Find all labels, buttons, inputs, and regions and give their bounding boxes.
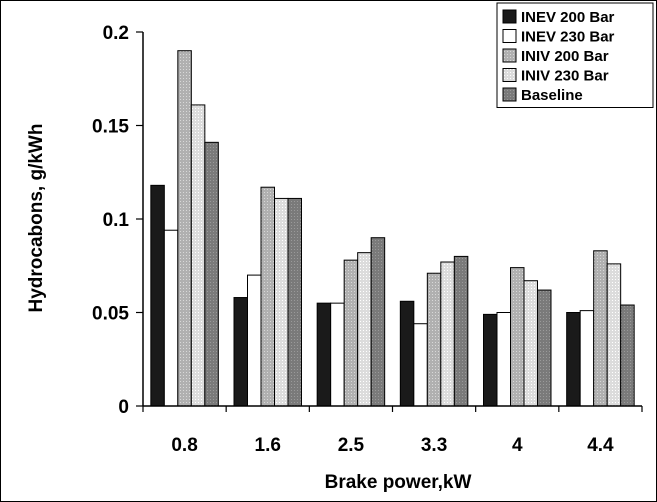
x-tick-label: 1.6 xyxy=(255,435,281,456)
legend-entry: INEV 230 Bar xyxy=(521,29,615,46)
bar-inev-200-bar-4 xyxy=(483,313,498,407)
legend-swatch xyxy=(502,9,517,24)
x-tick-label: 2.5 xyxy=(338,435,365,456)
legend-swatch xyxy=(502,29,517,43)
bar-inev-200-bar-0.8 xyxy=(150,184,165,407)
legend-entry: INEV 200 Bar xyxy=(521,9,615,26)
bar-inev-230-bar-3.3 xyxy=(413,323,428,407)
legend-swatch xyxy=(502,68,517,82)
bar-iniv-200-bar-4 xyxy=(510,267,525,407)
bar-iniv-230-bar-1.6 xyxy=(274,197,289,407)
bar-iniv-230-bar-2.5 xyxy=(357,252,372,407)
bar-baseline-1.6 xyxy=(287,197,302,407)
x-tick-label: 4 xyxy=(512,435,523,456)
y-axis-title: Hydrocabons, g/kWh xyxy=(26,124,47,313)
legend-entry: INIV 230 Bar xyxy=(521,68,609,85)
bar-inev-230-bar-1.6 xyxy=(247,274,262,407)
y-tick-label: 0.05 xyxy=(92,304,129,325)
bar-inev-200-bar-4.4 xyxy=(566,312,581,407)
y-tick-label: 0.2 xyxy=(103,23,129,44)
y-tick-label: 0 xyxy=(118,397,129,418)
bar-inev-200-bar-3.3 xyxy=(399,300,415,407)
bar-inev-200-bar-1.6 xyxy=(233,297,248,407)
bar-inev-230-bar-4 xyxy=(496,312,511,407)
x-tick-label: 0.8 xyxy=(171,435,197,456)
bar-baseline-0.8 xyxy=(204,141,219,407)
legend-entry: INIV 200 Bar xyxy=(521,48,609,65)
bar-iniv-200-bar-4.4 xyxy=(593,250,608,407)
bar-iniv-200-bar-2.5 xyxy=(343,259,359,407)
x-tick-label: 3.3 xyxy=(421,435,447,456)
bar-iniv-230-bar-0.8 xyxy=(190,104,206,407)
bar-baseline-3.3 xyxy=(453,255,469,407)
legend-entry: Baseline xyxy=(521,87,583,104)
legend-swatch xyxy=(502,48,517,63)
y-tick-label: 0.1 xyxy=(103,210,130,231)
bar-iniv-230-bar-3.3 xyxy=(440,261,455,407)
bar-baseline-2.5 xyxy=(370,237,386,407)
bar-inev-230-bar-2.5 xyxy=(330,302,345,407)
bar-baseline-4.4 xyxy=(620,304,635,407)
bar-iniv-230-bar-4 xyxy=(523,280,538,407)
bar-inev-230-bar-4.4 xyxy=(579,310,595,407)
y-tick-label: 0.15 xyxy=(92,117,129,138)
bar-iniv-200-bar-3.3 xyxy=(426,272,442,407)
x-tick-label: 4.4 xyxy=(587,435,614,456)
bar-iniv-230-bar-4.4 xyxy=(606,263,622,407)
bar-inev-230-bar-0.8 xyxy=(163,229,179,407)
bar-iniv-200-bar-0.8 xyxy=(177,50,192,407)
bar-inev-200-bar-2.5 xyxy=(316,302,332,407)
bar-iniv-200-bar-1.6 xyxy=(260,186,275,407)
bar-baseline-4 xyxy=(537,289,552,407)
legend-box xyxy=(496,2,654,108)
x-axis-title: Brake power,kW xyxy=(325,472,472,493)
legend-swatch xyxy=(502,87,517,102)
